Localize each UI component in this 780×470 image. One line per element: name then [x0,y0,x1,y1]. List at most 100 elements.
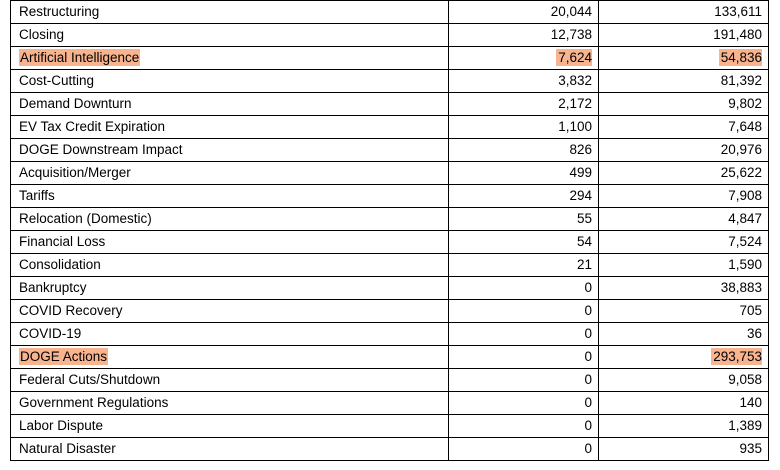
count-a-cell[interactable]: 0 [448,414,599,438]
reason-cell[interactable]: Restructuring [10,0,449,24]
count-a-cell[interactable]: 0 [448,345,599,369]
count-b-cell[interactable]: 54,836 [598,46,769,70]
reason-cell[interactable]: DOGE Downstream Impact [10,138,449,162]
count-b-cell-text: 7,908 [728,188,762,203]
table-row: Cost-Cutting 3,832 81,392 [10,69,769,93]
reason-cell[interactable]: Federal Cuts/Shutdown [10,368,449,392]
count-a-cell-text: 0 [584,372,592,387]
count-b-cell-text: 133,611 [714,4,762,19]
count-b-cell[interactable]: 25,622 [598,161,769,185]
count-b-cell[interactable]: 9,802 [598,92,769,116]
reason-cell[interactable]: Acquisition/Merger [10,161,449,185]
count-b-cell-text: 140 [739,395,762,410]
count-b-cell[interactable]: 191,480 [598,23,769,47]
count-a-cell[interactable]: 0 [448,299,599,323]
count-b-cell-text: 9,802 [728,96,762,111]
count-a-cell-text: 294 [569,188,592,203]
reason-cell[interactable]: Government Regulations [10,391,449,415]
reason-cell[interactable]: DOGE Actions [10,345,449,369]
reason-cell[interactable]: Financial Loss [10,230,449,254]
count-a-cell-text: 0 [584,441,592,456]
count-a-cell[interactable]: 0 [448,391,599,415]
count-a-cell-text: 2,172 [558,96,592,111]
reason-cell[interactable]: COVID Recovery [10,299,449,323]
count-b-cell-text: 1,590 [728,257,762,272]
reason-cell[interactable]: Tariffs [10,184,449,208]
reason-cell-text: DOGE Actions [19,348,109,365]
table-row: Relocation (Domestic) 55 4,847 [10,207,769,231]
reason-cell[interactable]: Labor Dispute [10,414,449,438]
count-b-cell-text: 38,883 [720,280,762,295]
reason-cell[interactable]: EV Tax Credit Expiration [10,115,449,139]
count-a-cell[interactable]: 55 [448,207,599,231]
table-row: Government Regulations 0 140 [10,391,769,415]
count-b-cell[interactable]: 4,847 [598,207,769,231]
count-b-cell[interactable]: 705 [598,299,769,323]
table-row: Financial Loss 54 7,524 [10,230,769,254]
count-b-cell[interactable]: 935 [598,437,769,461]
count-a-cell[interactable]: 12,738 [448,23,599,47]
count-a-cell[interactable]: 1,100 [448,115,599,139]
reason-cell[interactable]: Closing [10,23,449,47]
table-row: COVID-19 0 36 [10,322,769,346]
reason-cell-text: COVID-19 [19,326,82,341]
reason-cell[interactable]: Demand Downturn [10,92,449,116]
count-b-cell[interactable]: 38,883 [598,276,769,300]
count-b-cell[interactable]: 293,753 [598,345,769,369]
reason-cell-text: Cost-Cutting [19,73,95,88]
count-b-cell[interactable]: 36 [598,322,769,346]
count-a-cell-text: 0 [584,395,592,410]
count-a-cell[interactable]: 54 [448,230,599,254]
table-body: Restructuring 20,044 133,611 Closing 12,738 1… [10,0,769,461]
reason-cell-text: Artificial Intelligence [19,49,141,66]
reason-cell[interactable]: COVID-19 [10,322,449,346]
count-a-cell-text: 3,832 [558,73,592,88]
count-a-cell[interactable]: 294 [448,184,599,208]
count-a-cell[interactable]: 499 [448,161,599,185]
count-a-cell[interactable]: 20,044 [448,0,599,24]
reason-cell[interactable]: Natural Disaster [10,437,449,461]
count-b-cell[interactable]: 1,389 [598,414,769,438]
reason-cell-text: Natural Disaster [19,441,116,456]
reason-cell[interactable]: Consolidation [10,253,449,277]
table-row: Artificial Intelligence 7,624 54,836 [10,46,769,70]
count-a-cell[interactable]: 7,624 [448,46,599,70]
count-a-cell-text: 0 [584,349,592,364]
count-a-cell[interactable]: 0 [448,276,599,300]
count-b-cell[interactable]: 81,392 [598,69,769,93]
reason-cell[interactable]: Bankruptcy [10,276,449,300]
count-a-cell[interactable]: 0 [448,322,599,346]
count-a-cell[interactable]: 3,832 [448,69,599,93]
count-b-cell[interactable]: 1,590 [598,253,769,277]
count-b-cell[interactable]: 9,058 [598,368,769,392]
count-b-cell-text: 81,392 [720,73,762,88]
count-b-cell[interactable]: 140 [598,391,769,415]
table-row: Consolidation 21 1,590 [10,253,769,277]
reason-cell[interactable]: Cost-Cutting [10,69,449,93]
count-b-cell[interactable]: 7,908 [598,184,769,208]
count-a-cell-text: 20,044 [550,4,592,19]
count-a-cell[interactable]: 2,172 [448,92,599,116]
count-a-cell[interactable]: 21 [448,253,599,277]
reason-cell[interactable]: Relocation (Domestic) [10,207,449,231]
count-a-cell[interactable]: 826 [448,138,599,162]
count-b-cell[interactable]: 7,524 [598,230,769,254]
reason-cell[interactable]: Artificial Intelligence [10,46,449,70]
count-a-cell-text: 54 [576,234,592,249]
reason-cell-text: Federal Cuts/Shutdown [19,372,161,387]
reason-cell-text: Tariffs [19,188,55,203]
reason-cell-text: Restructuring [19,4,100,19]
count-b-cell[interactable]: 133,611 [598,0,769,24]
count-b-cell[interactable]: 20,976 [598,138,769,162]
reason-cell-text: EV Tax Credit Expiration [19,119,166,134]
reason-cell-text: Demand Downturn [19,96,132,111]
count-a-cell-text: 826 [569,142,592,157]
count-b-cell[interactable]: 7,648 [598,115,769,139]
count-b-cell-text: 191,480 [713,27,762,42]
table-row: Bankruptcy 0 38,883 [10,276,769,300]
count-a-cell-text: 7,624 [556,49,592,66]
count-a-cell[interactable]: 0 [448,437,599,461]
reason-cell-text: Government Regulations [19,395,169,410]
count-a-cell[interactable]: 0 [448,368,599,392]
